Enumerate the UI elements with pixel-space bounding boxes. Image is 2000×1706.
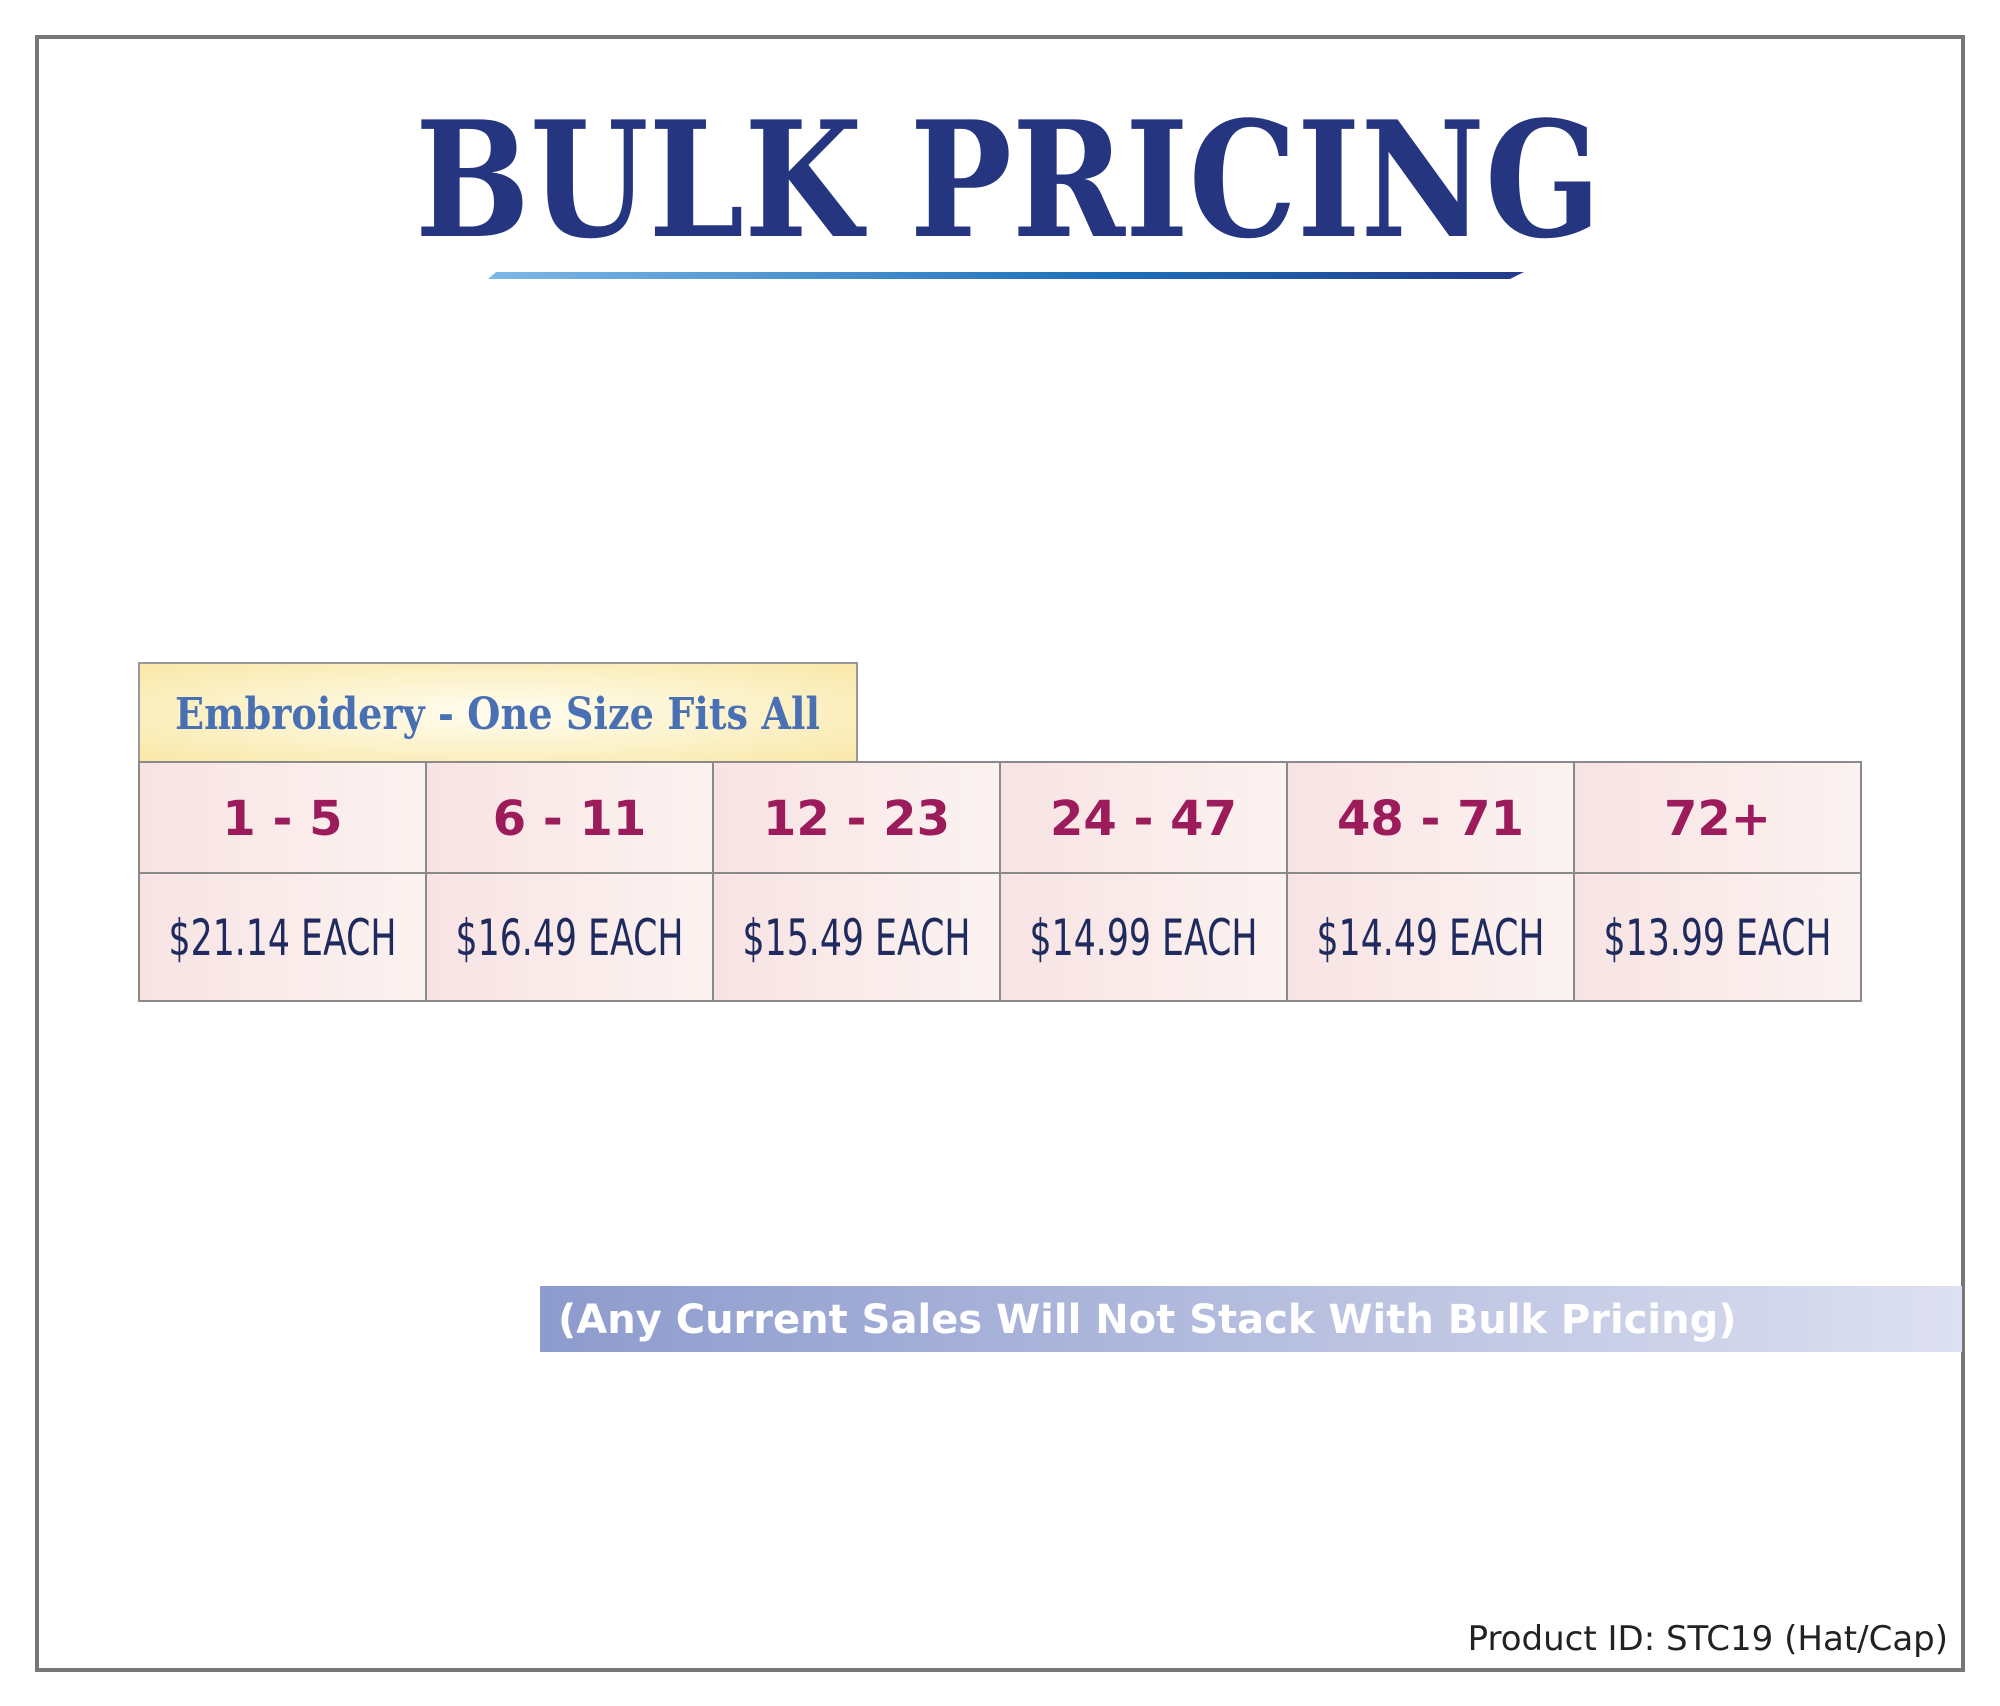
price: $15.49 EACH [743, 909, 971, 967]
table-cell [1573, 872, 1862, 1002]
quantity: 6 - 11 [493, 791, 647, 847]
table-cell [712, 761, 1001, 874]
quantity: 24 - 47 [1050, 791, 1237, 847]
page-title: BULK PRICING [415, 86, 1601, 274]
table-cell [999, 872, 1288, 1002]
price: $21.14 EACH [169, 909, 397, 967]
table-cell [1286, 761, 1575, 874]
table-cell [425, 872, 714, 1002]
price: $14.99 EACH [1030, 909, 1258, 967]
note: (Any Current Sales Will Not Stack With B… [558, 1297, 1737, 1343]
quantity: 1 - 5 [222, 791, 342, 847]
table-caption: Embroidery - One Size Fits All [175, 689, 820, 740]
price-table: 1 - 5 $21.14 EACH 6 - 11 $16.49 EACH 12 - 23… [138, 761, 1862, 1002]
quantity: 48 - 71 [1337, 791, 1524, 847]
frame [35, 35, 1965, 1672]
table-cell [425, 761, 714, 874]
price: $13.99 EACH [1604, 909, 1832, 967]
table-cell [1573, 761, 1862, 874]
quantity: 72+ [1664, 791, 1771, 847]
price: $14.49 EACH [1317, 909, 1545, 967]
quantity: 12 - 23 [763, 791, 950, 847]
note-band [540, 1286, 1962, 1352]
product-id: Product ID: STC19 (Hat/Cap) [1468, 1619, 1948, 1659]
table-cell [712, 872, 1001, 1002]
table-cell [138, 761, 427, 874]
title-underline [488, 272, 1524, 279]
table-cell [999, 761, 1288, 874]
price: $16.49 EACH [456, 909, 684, 967]
table-cell [1286, 872, 1575, 1002]
